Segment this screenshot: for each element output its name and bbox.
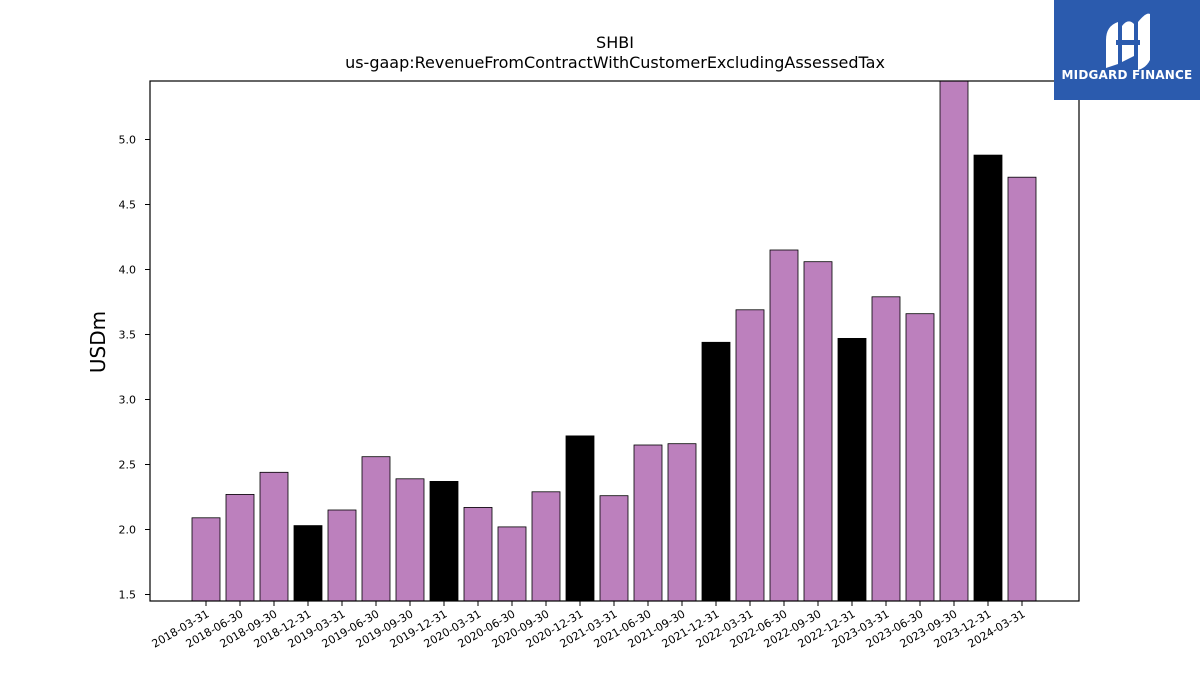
bar-2021-03-31 — [599, 495, 629, 602]
midgard-logo-icon — [1054, 0, 1200, 100]
chart-subtitle: us-gaap:RevenueFromContractWithCustomerE… — [345, 53, 885, 72]
chart-title: SHBI — [596, 33, 634, 52]
bar-2018-06-30 — [225, 493, 255, 602]
bar-2023-09-30 — [939, 80, 969, 602]
bar-2020-06-30 — [497, 526, 527, 602]
y-tick-label: 5.0 — [119, 134, 137, 147]
y-tick-label: 3.5 — [119, 329, 137, 342]
bar-2019-12-31 — [429, 480, 459, 602]
y-tick-label: 1.5 — [119, 589, 137, 602]
bar-2018-12-31 — [293, 525, 323, 602]
bar-2024-03-31 — [1007, 176, 1037, 602]
bar-2022-09-30 — [803, 261, 833, 602]
bar-2020-09-30 — [531, 491, 561, 602]
bar-2022-06-30 — [769, 249, 799, 602]
logo-box: MIDGARD FINANCE — [1054, 0, 1200, 100]
x-axis-ticks: 2018-03-312018-06-302018-09-302018-12-31… — [150, 601, 1028, 651]
bar-2021-06-30 — [633, 444, 663, 602]
logo-text: MIDGARD FINANCE — [1061, 68, 1193, 82]
plot-frame — [149, 80, 1080, 602]
y-tick-label: 2.0 — [119, 524, 137, 537]
y-tick-label: 2.5 — [119, 459, 137, 472]
y-axis-ticks: 1.5 2.0 2.5 3.0 3.5 4.0 4.5 5.0 — [119, 134, 150, 602]
y-axis-label: USDm — [86, 311, 110, 373]
y-tick-label: 4.5 — [119, 199, 137, 212]
bar-2021-09-30 — [667, 443, 697, 602]
bar-2023-12-31 — [973, 154, 1003, 602]
bar-2019-09-30 — [395, 478, 425, 602]
bar-2019-06-30 — [361, 456, 391, 602]
bar-2018-09-30 — [259, 471, 289, 602]
bar-2019-03-31 — [327, 509, 357, 602]
bars-group — [191, 80, 1037, 602]
bar-2022-12-31 — [837, 337, 867, 602]
y-tick-label: 4.0 — [119, 264, 137, 277]
bar-2018-03-31 — [191, 517, 221, 602]
bar-2021-12-31 — [701, 341, 731, 602]
bar-2023-03-31 — [871, 296, 901, 602]
bar-2020-03-31 — [463, 506, 493, 602]
bar-2020-12-31 — [565, 435, 595, 602]
bar-2022-03-31 — [735, 309, 765, 602]
y-tick-label: 3.0 — [119, 394, 137, 407]
bar-2023-06-30 — [905, 313, 935, 602]
